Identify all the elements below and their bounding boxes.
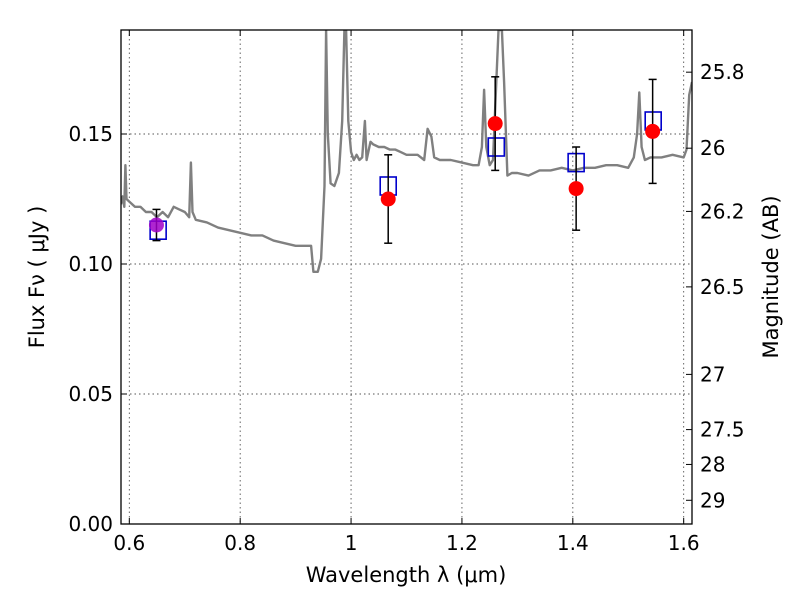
observed-flux-point: [568, 181, 584, 197]
x-tick-label: 1: [345, 531, 358, 555]
right-tick-label: 29: [700, 488, 725, 512]
right-tick-label: 28: [700, 452, 725, 476]
tick-labels: 0.6 0.8 1 1.2 1.4 1.6 0.00 0.05 0.10 0.15 25.8 26 26…: [68, 60, 744, 555]
axis-ticks: [121, 30, 692, 525]
x-tick-label: 0.6: [113, 531, 145, 555]
y-tick-label: 0.10: [68, 252, 113, 276]
observed-flux-point: [487, 116, 503, 132]
observed-flux-point: [645, 123, 661, 139]
right-tick-label: 26.5: [700, 275, 745, 299]
x-tick-label: 1.6: [668, 531, 700, 555]
grid: [121, 30, 692, 525]
y-axis-label: Flux Fν ( μJy ): [25, 206, 49, 349]
photometry-layer: [148, 76, 662, 244]
x-axis-label: Wavelength λ (μm): [306, 563, 507, 587]
right-tick-label: 26.2: [700, 199, 745, 223]
y-tick-label: 0.15: [68, 122, 113, 146]
observed-flux-point: [148, 217, 164, 233]
right-axis-label: Magnitude (AB): [759, 195, 783, 358]
observed-flux-point: [380, 191, 396, 207]
x-tick-label: 1.4: [557, 531, 589, 555]
right-tick-label: 27: [700, 362, 725, 386]
plot-frame: [120, 29, 693, 525]
model-spectrum-line: [121, 30, 692, 273]
right-tick-label: 27.5: [700, 418, 745, 442]
y-tick-label: 0.05: [68, 382, 113, 406]
y-tick-label: 0.00: [68, 512, 113, 536]
right-tick-label: 26: [700, 136, 725, 160]
right-tick-label: 25.8: [700, 60, 745, 84]
model-flux-box: [487, 137, 506, 157]
x-tick-label: 0.8: [224, 531, 256, 555]
x-tick-label: 1.2: [446, 531, 478, 555]
model-spectrum-layer: [121, 30, 692, 273]
